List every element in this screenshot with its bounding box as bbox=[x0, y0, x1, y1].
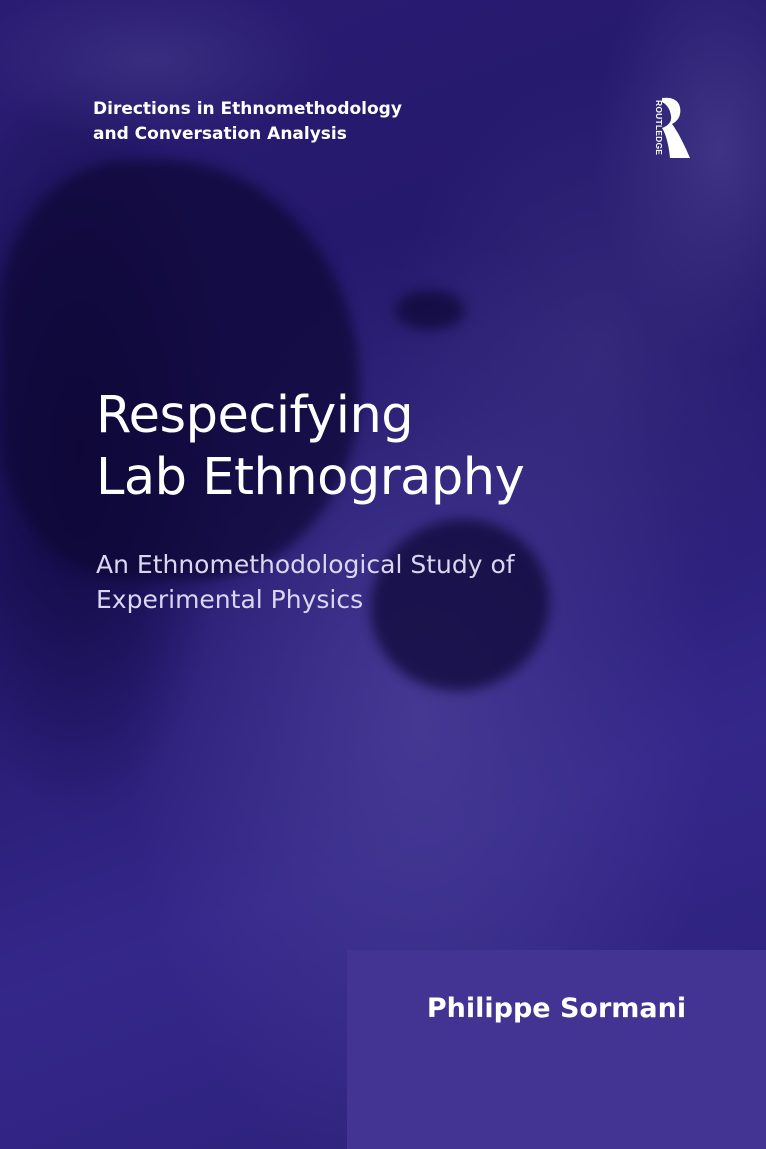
series-line: and Conversation Analysis bbox=[93, 124, 347, 144]
svg-text:ROUTLEDGE: ROUTLEDGE bbox=[654, 100, 664, 155]
book-title: Respecifying Lab Ethnography bbox=[96, 385, 525, 509]
subtitle-line: An Ethnomethodological Study of bbox=[96, 550, 515, 579]
book-subtitle: An Ethnomethodological Study of Experime… bbox=[96, 547, 515, 617]
author-panel: Philippe Sormani bbox=[347, 950, 766, 1149]
author-name: Philippe Sormani bbox=[426, 993, 687, 1024]
footprint-shadow bbox=[395, 290, 465, 330]
title-line: Respecifying bbox=[96, 386, 414, 445]
routledge-logo-icon: ROUTLEDGE bbox=[654, 97, 690, 158]
water-area bbox=[0, 160, 360, 580]
title-line: Lab Ethnography bbox=[96, 448, 525, 507]
series-title: Directions in Ethnomethodology and Conve… bbox=[93, 97, 402, 147]
series-line: Directions in Ethnomethodology bbox=[93, 99, 402, 119]
subtitle-line: Experimental Physics bbox=[96, 585, 364, 614]
